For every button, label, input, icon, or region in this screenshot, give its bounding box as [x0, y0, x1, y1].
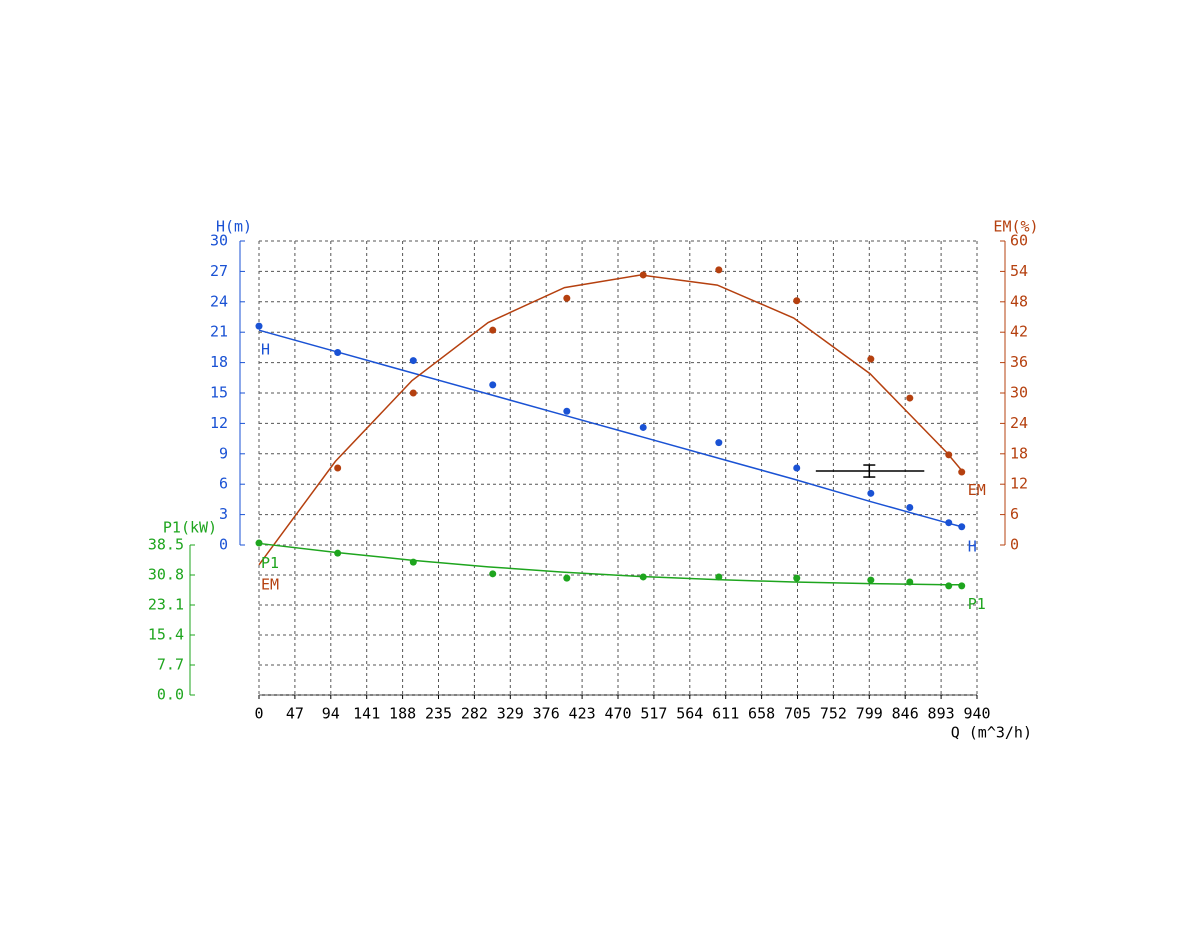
y-tick-label: 42	[1010, 323, 1028, 341]
curve-label: EM	[261, 575, 279, 593]
data-point	[793, 297, 801, 305]
x-tick-label: 282	[461, 705, 488, 723]
data-point	[334, 464, 342, 472]
data-point	[945, 451, 953, 459]
data-point	[715, 573, 723, 581]
x-tick-label: 611	[712, 705, 739, 723]
data-point	[255, 539, 263, 547]
x-tick-label: 846	[892, 705, 919, 723]
data-point	[906, 578, 914, 586]
y-tick-label: 6	[1010, 505, 1019, 523]
y-tick-label: 23.1	[148, 596, 184, 614]
x-tick-label: 799	[856, 705, 883, 723]
y-tick-label: 60	[1010, 232, 1028, 250]
data-point	[489, 570, 497, 578]
curve-label: P1	[968, 595, 986, 613]
data-point	[715, 266, 723, 274]
y-tick-label: 30.8	[148, 566, 184, 584]
x-axis-title: Q (m^3/h)	[951, 724, 1032, 742]
curve-label: EM	[968, 481, 986, 499]
x-tick-label: 141	[353, 705, 380, 723]
data-point	[639, 271, 647, 279]
x-tick-label: 423	[569, 705, 596, 723]
data-point	[409, 558, 417, 566]
x-tick-label: 47	[286, 705, 304, 723]
data-point	[715, 439, 723, 447]
x-tick-label: 517	[640, 705, 667, 723]
y-tick-label: 36	[1010, 353, 1028, 371]
data-point	[563, 574, 571, 582]
y-tick-label: 48	[1010, 292, 1028, 310]
y-tick-label: 0.0	[157, 686, 184, 704]
y-tick-label: 9	[219, 444, 228, 462]
y2-axis-title: EM(%)	[993, 218, 1038, 236]
x-tick-label: 0	[254, 705, 263, 723]
curve-label: P1	[261, 554, 279, 572]
y-tick-label: 18	[1010, 444, 1028, 462]
x-tick-label: 94	[322, 705, 340, 723]
y-tick-label: 12	[1010, 475, 1028, 493]
data-point	[563, 407, 571, 415]
fit-curve	[258, 329, 962, 528]
data-point	[409, 357, 417, 365]
x-tick-label: 893	[928, 705, 955, 723]
data-point	[945, 582, 953, 590]
data-point	[255, 322, 263, 330]
data-point	[639, 573, 647, 581]
x-tick-label: 329	[497, 705, 524, 723]
y-tick-label: 15	[210, 384, 228, 402]
data-point	[945, 519, 953, 527]
data-point	[958, 523, 966, 531]
data-point	[489, 326, 497, 334]
data-point	[334, 549, 342, 557]
data-point	[793, 464, 801, 472]
data-point	[867, 355, 875, 363]
y-tick-label: 12	[210, 414, 228, 432]
y-tick-label: 30	[1010, 384, 1028, 402]
data-point	[906, 394, 914, 402]
data-point	[958, 582, 966, 590]
x-tick-label: 705	[784, 705, 811, 723]
y-tick-label: 0	[219, 536, 228, 554]
y-tick-label: 6	[219, 475, 228, 493]
y-tick-label: 54	[1010, 262, 1028, 280]
y3-axis-title: P1(kW)	[163, 519, 217, 537]
data-point	[793, 574, 801, 582]
curve-label: H	[261, 341, 270, 359]
y-tick-label: 27	[210, 262, 228, 280]
x-tick-label: 752	[820, 705, 847, 723]
data-point	[958, 468, 966, 476]
y-tick-label: 24	[210, 292, 228, 310]
data-point	[867, 489, 875, 497]
y-tick-label: 24	[1010, 414, 1028, 432]
data-point	[409, 389, 417, 397]
x-tick-label: 470	[604, 705, 631, 723]
x-tick-label: 188	[389, 705, 416, 723]
data-point	[489, 381, 497, 389]
x-tick-label: 376	[533, 705, 560, 723]
data-point	[906, 504, 914, 512]
y-tick-label: 7.7	[157, 656, 184, 674]
fit-curve	[258, 542, 962, 586]
x-tick-label: 235	[425, 705, 452, 723]
y-tick-label: 15.4	[148, 626, 184, 644]
y-tick-label: 38.5	[148, 536, 184, 554]
y-tick-label: 18	[210, 353, 228, 371]
curve-label: H	[968, 537, 977, 555]
y-tick-label: 21	[210, 323, 228, 341]
x-tick-label: 658	[748, 705, 775, 723]
y-axis-title: H(m)	[216, 218, 252, 236]
y-tick-label: 0	[1010, 536, 1019, 554]
y-tick-label: 30	[210, 232, 228, 250]
y-tick-label: 3	[219, 505, 228, 523]
data-point	[639, 423, 647, 431]
data-point	[867, 576, 875, 584]
data-point	[563, 294, 571, 302]
x-tick-label: 940	[963, 705, 990, 723]
data-point	[334, 348, 342, 356]
fit-curve	[258, 274, 963, 566]
x-tick-label: 564	[676, 705, 703, 723]
